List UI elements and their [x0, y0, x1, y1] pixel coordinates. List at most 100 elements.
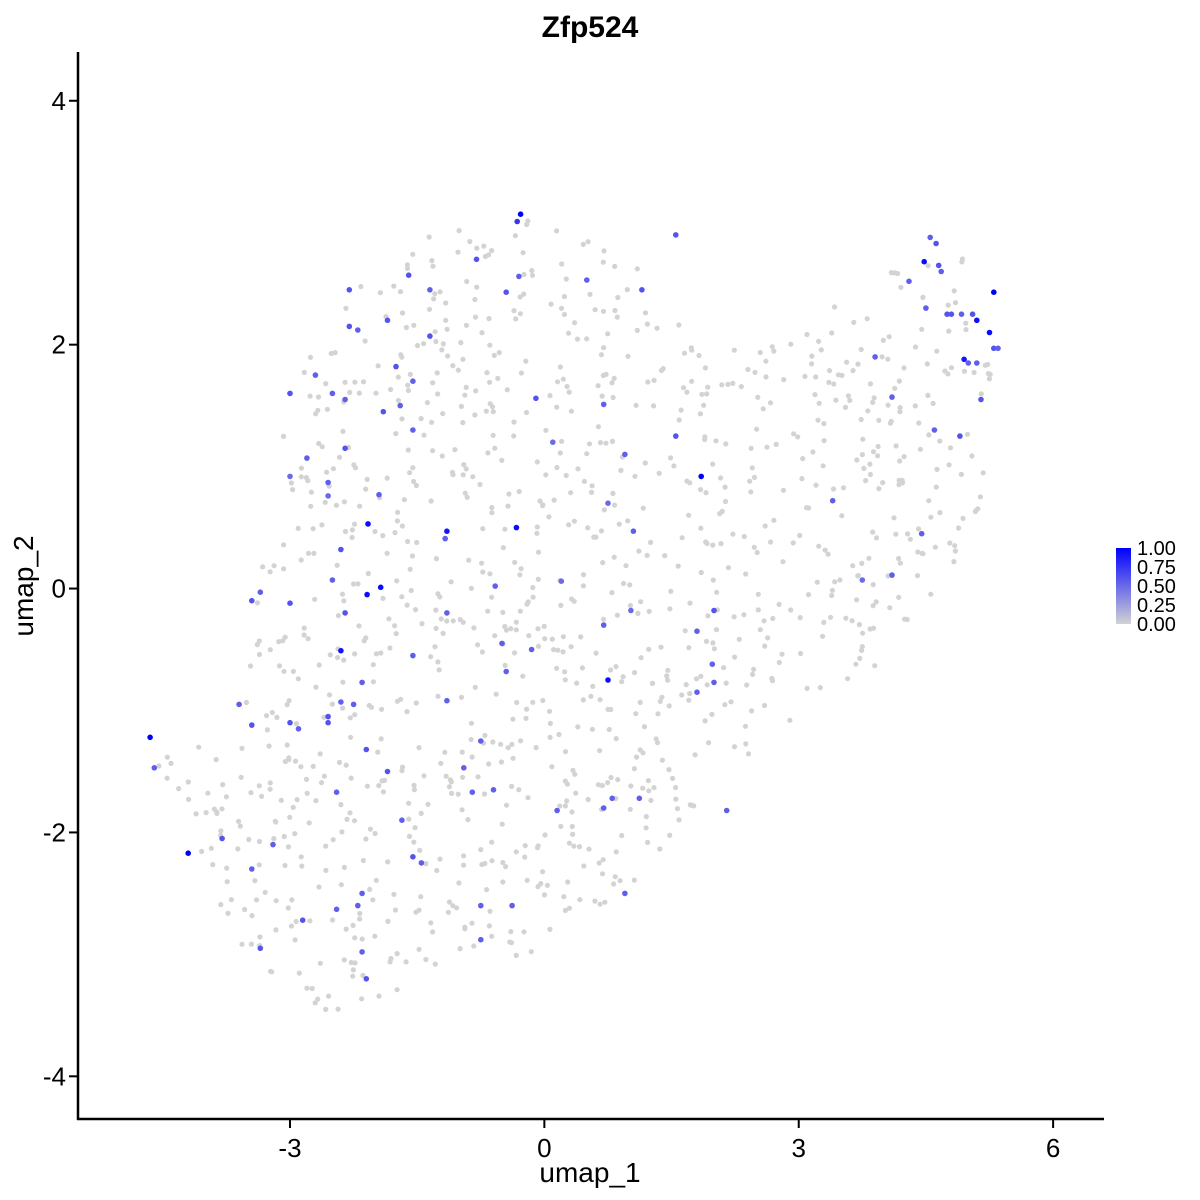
cell-point [822, 547, 828, 553]
cell-point [384, 475, 390, 481]
cell-point [654, 325, 660, 331]
cell-point [339, 829, 345, 835]
expressing-cell-point [287, 390, 293, 397]
cell-point [723, 441, 729, 447]
cell-point [870, 603, 876, 609]
cell-point [873, 535, 880, 541]
cell-point [710, 542, 716, 548]
cell-point [462, 924, 468, 930]
cell-point [624, 287, 630, 293]
cell-point [490, 739, 496, 745]
cell-point [637, 699, 643, 706]
expressing-cell-point [405, 272, 412, 279]
expressing-cell-point [961, 356, 967, 363]
cell-point [835, 372, 842, 378]
cell-point [788, 341, 794, 347]
cell-point [435, 659, 441, 665]
cell-point [961, 368, 968, 374]
cell-point [507, 939, 513, 945]
cell-point [471, 625, 477, 631]
expressing-cell-point [377, 584, 384, 591]
cell-point [643, 825, 649, 831]
cell-point [861, 465, 867, 471]
cell-point [826, 379, 832, 385]
cell-point [521, 271, 527, 278]
cell-point [486, 316, 492, 322]
cell-point [596, 860, 602, 866]
cell-point [684, 389, 690, 395]
cell-point [479, 560, 485, 566]
cell-point [490, 432, 496, 438]
cell-point [686, 512, 692, 518]
cell-point [589, 726, 596, 732]
cell-point [615, 777, 621, 783]
cell-point [926, 498, 932, 504]
expressing-cell-point [921, 258, 927, 265]
expressing-cell-point [329, 577, 336, 583]
cell-point [645, 778, 652, 784]
cell-point [845, 393, 852, 399]
cell-point [364, 783, 370, 789]
cell-point [703, 490, 709, 496]
cell-point [341, 957, 347, 963]
cell-point [329, 917, 336, 923]
cell-point [432, 644, 438, 650]
cell-point [745, 366, 751, 373]
cell-point [820, 633, 826, 639]
cell-point [751, 666, 757, 673]
cell-point [710, 461, 716, 467]
cell-point [510, 716, 516, 722]
cell-point [351, 521, 358, 527]
cell-point [395, 509, 401, 515]
cell-point [627, 806, 633, 812]
cell-point [805, 592, 812, 598]
cell-point [611, 375, 617, 381]
cell-point [601, 345, 607, 351]
cell-point [713, 438, 719, 444]
cell-point [342, 528, 349, 535]
expressing-cell-point [944, 311, 950, 318]
cell-point [575, 724, 581, 730]
cell-point [395, 397, 401, 404]
cell-point [597, 697, 603, 703]
cell-point [887, 605, 893, 611]
cell-point [697, 411, 704, 417]
cell-point [502, 526, 508, 532]
cell-point [816, 338, 822, 344]
expressing-cell-point [444, 610, 450, 616]
cell-point [498, 741, 504, 747]
cell-point [489, 858, 495, 864]
cell-point [385, 918, 391, 925]
cell-point [462, 490, 468, 496]
cell-point [590, 683, 596, 689]
cell-point [770, 615, 776, 622]
cell-point [867, 461, 873, 467]
cell-point [566, 840, 573, 846]
cell-point [333, 502, 339, 508]
cell-point [334, 562, 340, 568]
cell-point [428, 920, 434, 926]
cell-point [429, 419, 435, 425]
cell-point [942, 368, 948, 374]
cell-point [246, 836, 252, 843]
cell-point [568, 490, 574, 496]
cell-point [664, 673, 670, 679]
cell-point [747, 478, 753, 484]
cell-point [443, 773, 449, 779]
cell-point [509, 783, 515, 790]
cell-point [225, 910, 231, 916]
cell-point [614, 314, 620, 320]
cell-point [876, 417, 882, 423]
cell-point [897, 560, 904, 566]
cell-point [634, 754, 640, 760]
expressing-cell-point [478, 936, 484, 943]
cell-point [156, 763, 162, 769]
color-legend-label: 0.75 [1137, 557, 1176, 579]
cell-point [820, 463, 826, 469]
cell-point [357, 910, 363, 917]
cell-point [311, 550, 317, 557]
cell-point [898, 284, 904, 290]
cell-point [915, 549, 921, 555]
cell-point [802, 373, 808, 379]
cell-point [625, 518, 631, 524]
